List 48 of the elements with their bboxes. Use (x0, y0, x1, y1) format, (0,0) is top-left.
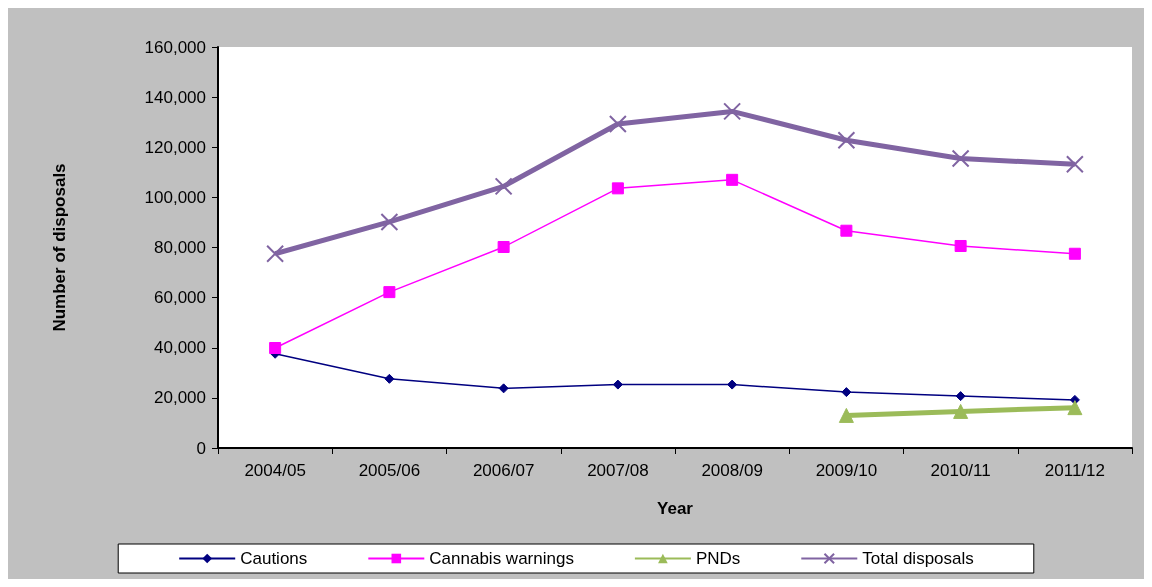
x-tick-label: 2011/12 (1044, 461, 1105, 480)
point (726, 173, 739, 186)
y-tick-label: 80,000 (154, 238, 206, 257)
point (266, 244, 285, 263)
point (1068, 247, 1081, 260)
point (269, 342, 282, 354)
y-axis-title: Number of disposals (50, 163, 69, 332)
legend-label: Total disposals (862, 549, 974, 568)
point (1067, 400, 1083, 416)
point (723, 102, 742, 121)
x-tick-label: 2006/07 (472, 461, 535, 480)
y-tick-label: 40,000 (154, 338, 206, 358)
point (608, 114, 627, 133)
point (384, 373, 395, 384)
x-axis-title: Year (657, 499, 694, 518)
point (951, 149, 970, 168)
y-tick-label: 120,000 (144, 137, 206, 157)
legend-label: PNDs (695, 549, 741, 568)
y-tick-label: 20,000 (154, 388, 206, 408)
x-tick-label: 2005/06 (358, 461, 421, 480)
y-tick-label: 60,000 (154, 288, 206, 308)
x-tick-label: 2010/11 (930, 461, 991, 480)
x-tick-label: 2004/05 (244, 461, 306, 480)
point (837, 131, 856, 150)
point (727, 379, 738, 390)
point (1065, 155, 1084, 174)
legend-label: Cautions (240, 549, 308, 568)
point (838, 407, 854, 423)
y-tick-label: 140,000 (144, 87, 206, 107)
point (494, 177, 513, 196)
point (954, 240, 967, 252)
point (841, 387, 852, 398)
y-tick-label: 160,000 (144, 37, 206, 57)
point (497, 241, 510, 253)
x-tick-label: 2009/10 (815, 461, 878, 480)
point (955, 391, 966, 402)
x-tick-label: 2008/09 (701, 461, 763, 480)
y-tick-label: 0 (196, 438, 206, 458)
point (611, 182, 624, 195)
point (380, 212, 399, 231)
legend-label: Cannabis warnings (429, 549, 574, 568)
y-tick-label: 100,000 (144, 187, 206, 207)
point (840, 224, 853, 237)
point (383, 286, 396, 299)
point (612, 379, 623, 390)
x-tick-label: 2007/08 (587, 461, 649, 480)
point (498, 383, 509, 394)
point (953, 403, 969, 419)
